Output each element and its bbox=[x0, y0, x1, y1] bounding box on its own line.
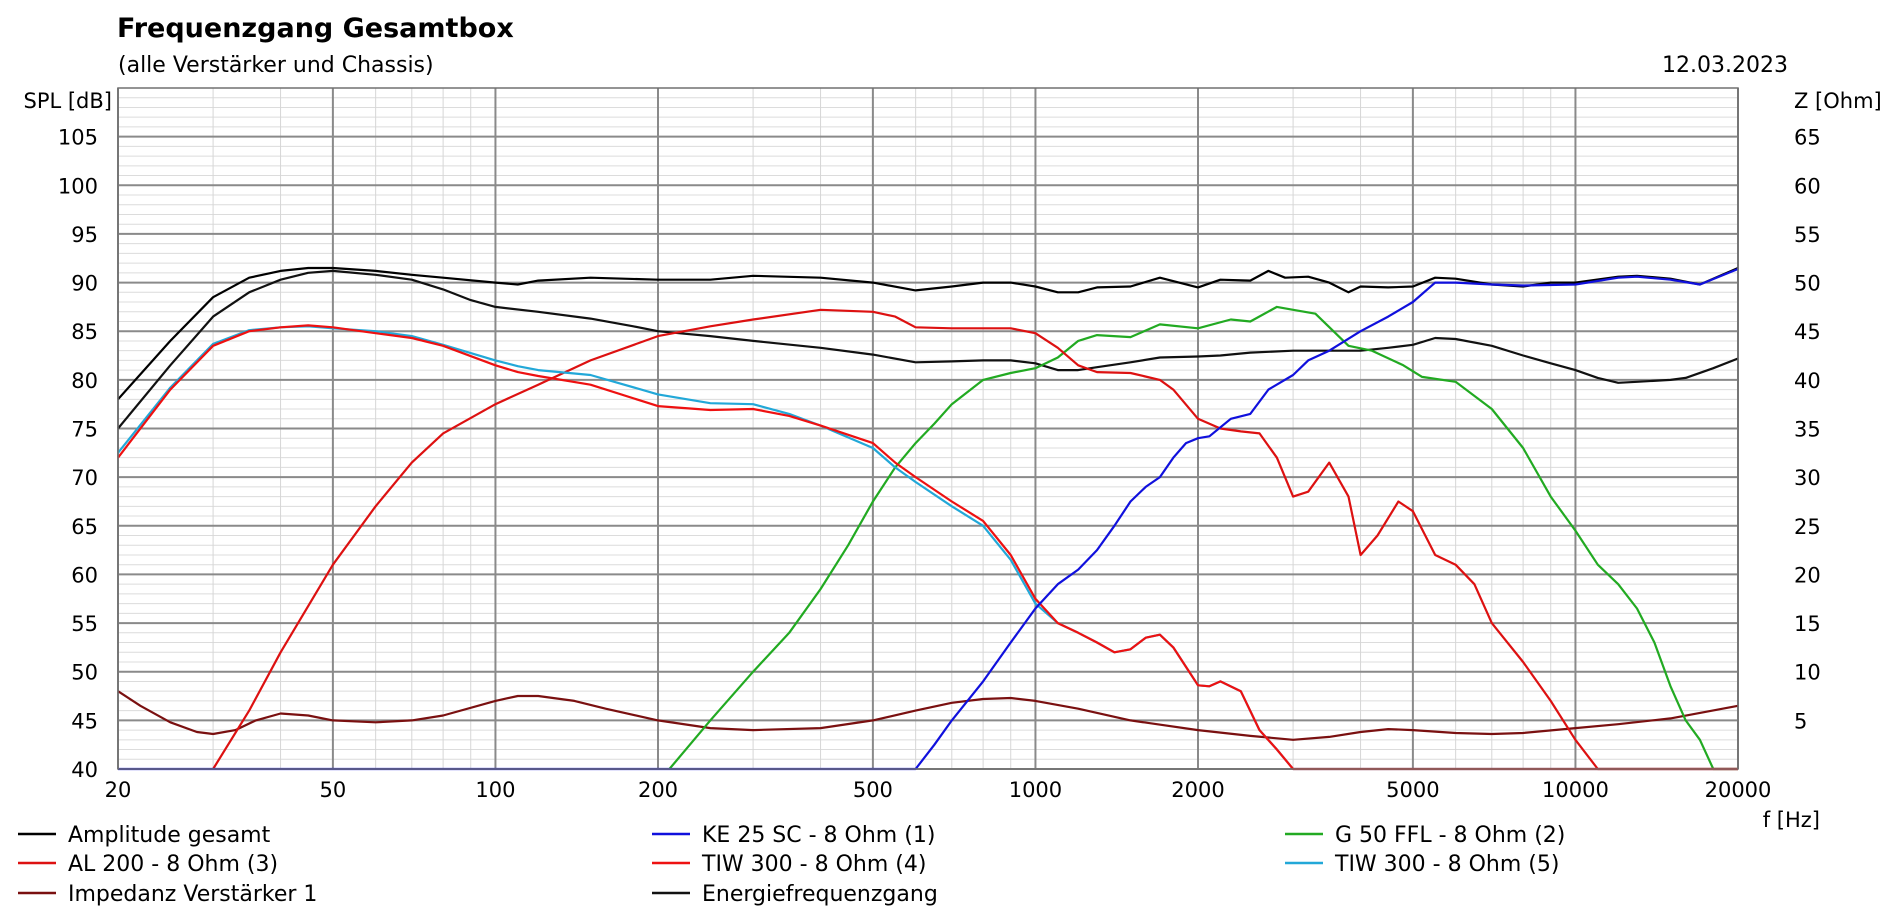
series-line bbox=[117, 269, 1739, 430]
y2-tick-label: 25 bbox=[1794, 515, 1821, 539]
y-tick-label: 80 bbox=[71, 369, 98, 393]
legend-label: G 50 FFL - 8 Ohm (2) bbox=[1335, 823, 1565, 848]
y2-axis-label: Z [Ohm] bbox=[1794, 89, 1882, 113]
y2-tick-label: 35 bbox=[1794, 418, 1821, 442]
x-tick-label: 200 bbox=[638, 778, 678, 802]
chart-title: Frequenzgang Gesamtbox bbox=[117, 13, 514, 44]
y2-tick-label: 40 bbox=[1794, 369, 1821, 393]
legend: Amplitude gesamt KE 25 SC - 8 Ohm (1) G 50… bbox=[18, 823, 1565, 907]
x-axis-label: f [Hz] bbox=[1763, 808, 1820, 832]
series-line bbox=[117, 266, 1739, 401]
y-tick-label: 100 bbox=[58, 174, 98, 198]
legend-label: TIW 300 - 8 Ohm (4) bbox=[701, 852, 926, 877]
legend-label: Energiefrequenzgang bbox=[702, 882, 938, 907]
x-tick-label: 500 bbox=[853, 778, 893, 802]
x-tick-label: 2000 bbox=[1171, 778, 1224, 802]
x-tick-label: 1000 bbox=[1009, 778, 1062, 802]
y-tick-label: 40 bbox=[71, 758, 98, 782]
y2-tick-label: 55 bbox=[1794, 223, 1821, 247]
y2-tick-label: 50 bbox=[1794, 272, 1821, 296]
series-line bbox=[117, 690, 1739, 741]
y-axis-label: SPL [dB] bbox=[24, 89, 113, 113]
series-line bbox=[118, 267, 1739, 771]
y2-tick-label: 10 bbox=[1794, 661, 1821, 685]
y-tick-label: 45 bbox=[71, 709, 98, 733]
plot-frame bbox=[117, 87, 1739, 770]
chart-date: 12.03.2023 bbox=[1662, 53, 1788, 78]
x-tick-label: 50 bbox=[320, 778, 347, 802]
y-tick-label: 70 bbox=[71, 466, 98, 490]
legend-label: KE 25 SC - 8 Ohm (1) bbox=[702, 823, 935, 848]
y-tick-label: 85 bbox=[71, 320, 98, 344]
y2-tick-label: 15 bbox=[1794, 612, 1821, 636]
x-tick-label: 10000 bbox=[1542, 778, 1609, 802]
x-tick-label: 5000 bbox=[1386, 778, 1439, 802]
y2-tick-label: 60 bbox=[1794, 174, 1821, 198]
y-tick-label: 55 bbox=[71, 612, 98, 636]
legend-label: Impedanz Verstärker 1 bbox=[68, 882, 317, 907]
y2-tick-label: 20 bbox=[1794, 563, 1821, 587]
y-tick-label: 50 bbox=[71, 661, 98, 685]
y-tick-label: 90 bbox=[71, 272, 98, 296]
y-tick-label: 65 bbox=[71, 515, 98, 539]
series-line bbox=[117, 324, 1738, 771]
y-tick-label: 105 bbox=[58, 126, 98, 150]
y-tick-label: 95 bbox=[71, 223, 98, 247]
series-line bbox=[212, 308, 1738, 771]
x-tick-label: 100 bbox=[475, 778, 515, 802]
y2-tick-label: 5 bbox=[1794, 709, 1807, 733]
x-tick-labels: 20 50 100 200 500 1000 2000 5000 10000 20000 bbox=[105, 778, 1772, 802]
legend-label: AL 200 - 8 Ohm (3) bbox=[68, 852, 278, 877]
legend-label: Amplitude gesamt bbox=[68, 823, 271, 848]
y-tick-labels: 40 45 50 55 60 65 70 75 80 85 90 95 100 105 bbox=[58, 126, 98, 782]
series-lines bbox=[117, 266, 1739, 771]
x-tick-label: 20000 bbox=[1705, 778, 1772, 802]
y-tick-label: 75 bbox=[71, 418, 98, 442]
legend-label: TIW 300 - 8 Ohm (5) bbox=[1334, 852, 1559, 877]
y-tick-label: 60 bbox=[71, 563, 98, 587]
x-tick-label: 20 bbox=[105, 778, 132, 802]
chart-subtitle: (alle Verstärker und Chassis) bbox=[118, 53, 434, 78]
y2-tick-labels: 5 10 15 20 25 30 35 40 45 50 55 60 65 bbox=[1794, 126, 1821, 734]
y2-tick-label: 65 bbox=[1794, 126, 1821, 150]
y2-tick-label: 30 bbox=[1794, 466, 1821, 490]
y2-tick-label: 45 bbox=[1794, 320, 1821, 344]
